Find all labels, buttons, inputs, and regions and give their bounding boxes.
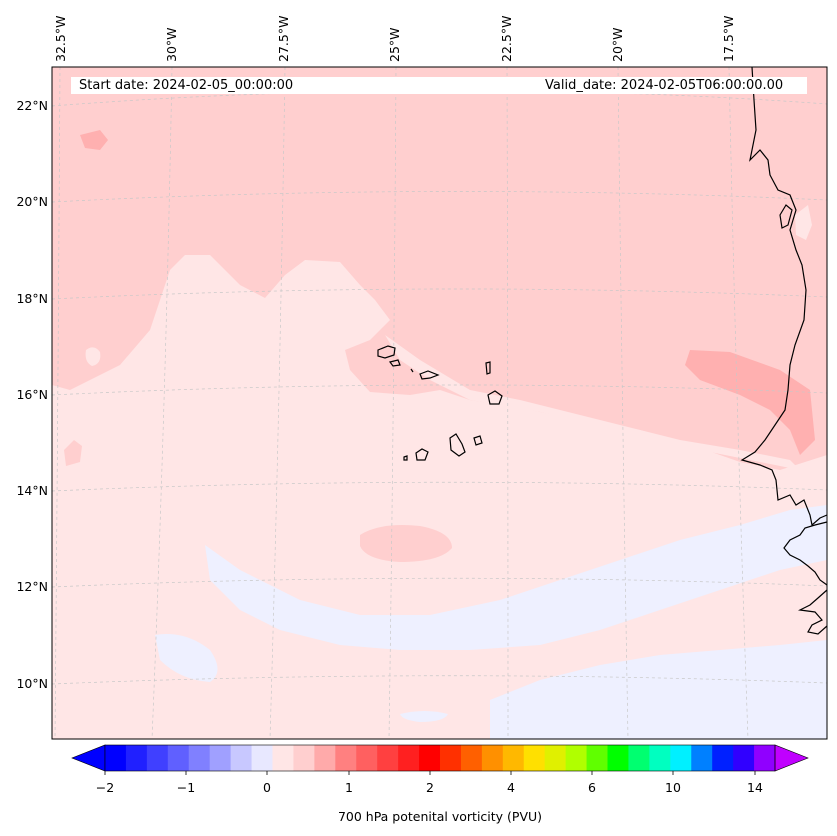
valid-date-label: Valid_date: 2024-02-05T06:00:00.00	[491, 77, 807, 94]
map-frame	[51, 66, 828, 740]
start-date-label: Start date: 2024-02-05_00:00:00	[71, 77, 507, 94]
pv-field-negative	[155, 634, 218, 682]
colorbar-segment	[125, 745, 148, 771]
colorbar-extend-high	[774, 744, 809, 772]
colorbar-segment	[419, 745, 441, 771]
colorbar-segment	[733, 745, 755, 771]
colorbar-segment	[356, 745, 378, 771]
graticule	[51, 66, 828, 740]
lon-label: 30°W	[164, 27, 179, 62]
lat-label: 22°N	[16, 98, 48, 113]
colorbar-segment	[502, 745, 525, 771]
colorbar	[71, 744, 809, 775]
lon-label: 20°W	[610, 27, 625, 62]
colorbar-segment	[565, 745, 588, 771]
colorbar-segment	[649, 745, 671, 771]
colorbar-extend-low	[71, 744, 106, 772]
colorbar-segment	[230, 745, 253, 771]
colorbar-segment	[314, 745, 336, 771]
lon-label: 25°W	[387, 27, 402, 62]
lon-label: 17.5°W	[721, 15, 736, 62]
colorbar-segment	[544, 745, 567, 771]
colorbar-segment	[460, 745, 483, 771]
lon-label: 32.5°W	[53, 15, 68, 62]
colorbar-segment	[377, 745, 399, 771]
colorbar-segment	[607, 745, 629, 771]
pv-field-strong-patch	[80, 130, 108, 150]
pv-field-weak-patch	[85, 347, 101, 366]
colorbar-segment	[293, 745, 315, 771]
africa-coastline	[783, 521, 828, 586]
colorbar-segment	[398, 745, 420, 771]
cape-verde-islands	[377, 345, 503, 461]
pv-field-weak-tongue	[385, 335, 800, 470]
pv-field-moderate-patch	[360, 525, 452, 562]
pv-field-moderate-patch	[64, 440, 82, 466]
lat-label: 12°N	[16, 579, 48, 594]
colorbar-segment	[105, 745, 127, 771]
colorbar-label: 700 hPa potenital vorticity (PVU)	[337, 809, 543, 824]
lat-label: 10°N	[16, 676, 48, 691]
colorbar-segment	[481, 745, 504, 771]
colorbar-segment	[440, 745, 462, 771]
africa-coastline	[797, 589, 828, 635]
island-outline	[779, 204, 793, 229]
colorbar-segment	[670, 745, 692, 771]
colorbar-segment	[188, 745, 211, 771]
colorbar-border	[104, 744, 776, 772]
pv-field-moderate	[52, 67, 827, 470]
pv-field-negative	[490, 640, 827, 739]
lat-label: 20°N	[16, 194, 48, 209]
colorbar-segment	[754, 745, 776, 771]
colorbar-segment	[335, 745, 357, 771]
colorbar-segment	[251, 745, 273, 771]
colorbar-segment	[712, 745, 734, 771]
colorbar-segment	[523, 745, 546, 771]
colorbar-segment	[691, 745, 713, 771]
lon-label: 27.5°W	[276, 15, 291, 62]
colorbar-segment	[146, 745, 169, 771]
colorbar-segment	[209, 745, 232, 771]
pv-field-strong-patch	[685, 350, 815, 455]
colorbar-segment	[272, 745, 294, 771]
lon-label: 22.5°W	[499, 15, 514, 62]
pv-field-weak-patch	[795, 205, 812, 240]
africa-coastline	[740, 66, 828, 527]
colorbar-segment	[167, 745, 190, 771]
lat-label: 14°N	[16, 483, 48, 498]
lat-label: 18°N	[16, 291, 48, 306]
pv-field-negative	[205, 505, 827, 650]
colorbar-segment	[628, 745, 650, 771]
colorbar-segment	[586, 745, 608, 771]
pv-field-negative	[400, 711, 448, 722]
lat-label: 16°N	[16, 387, 48, 402]
